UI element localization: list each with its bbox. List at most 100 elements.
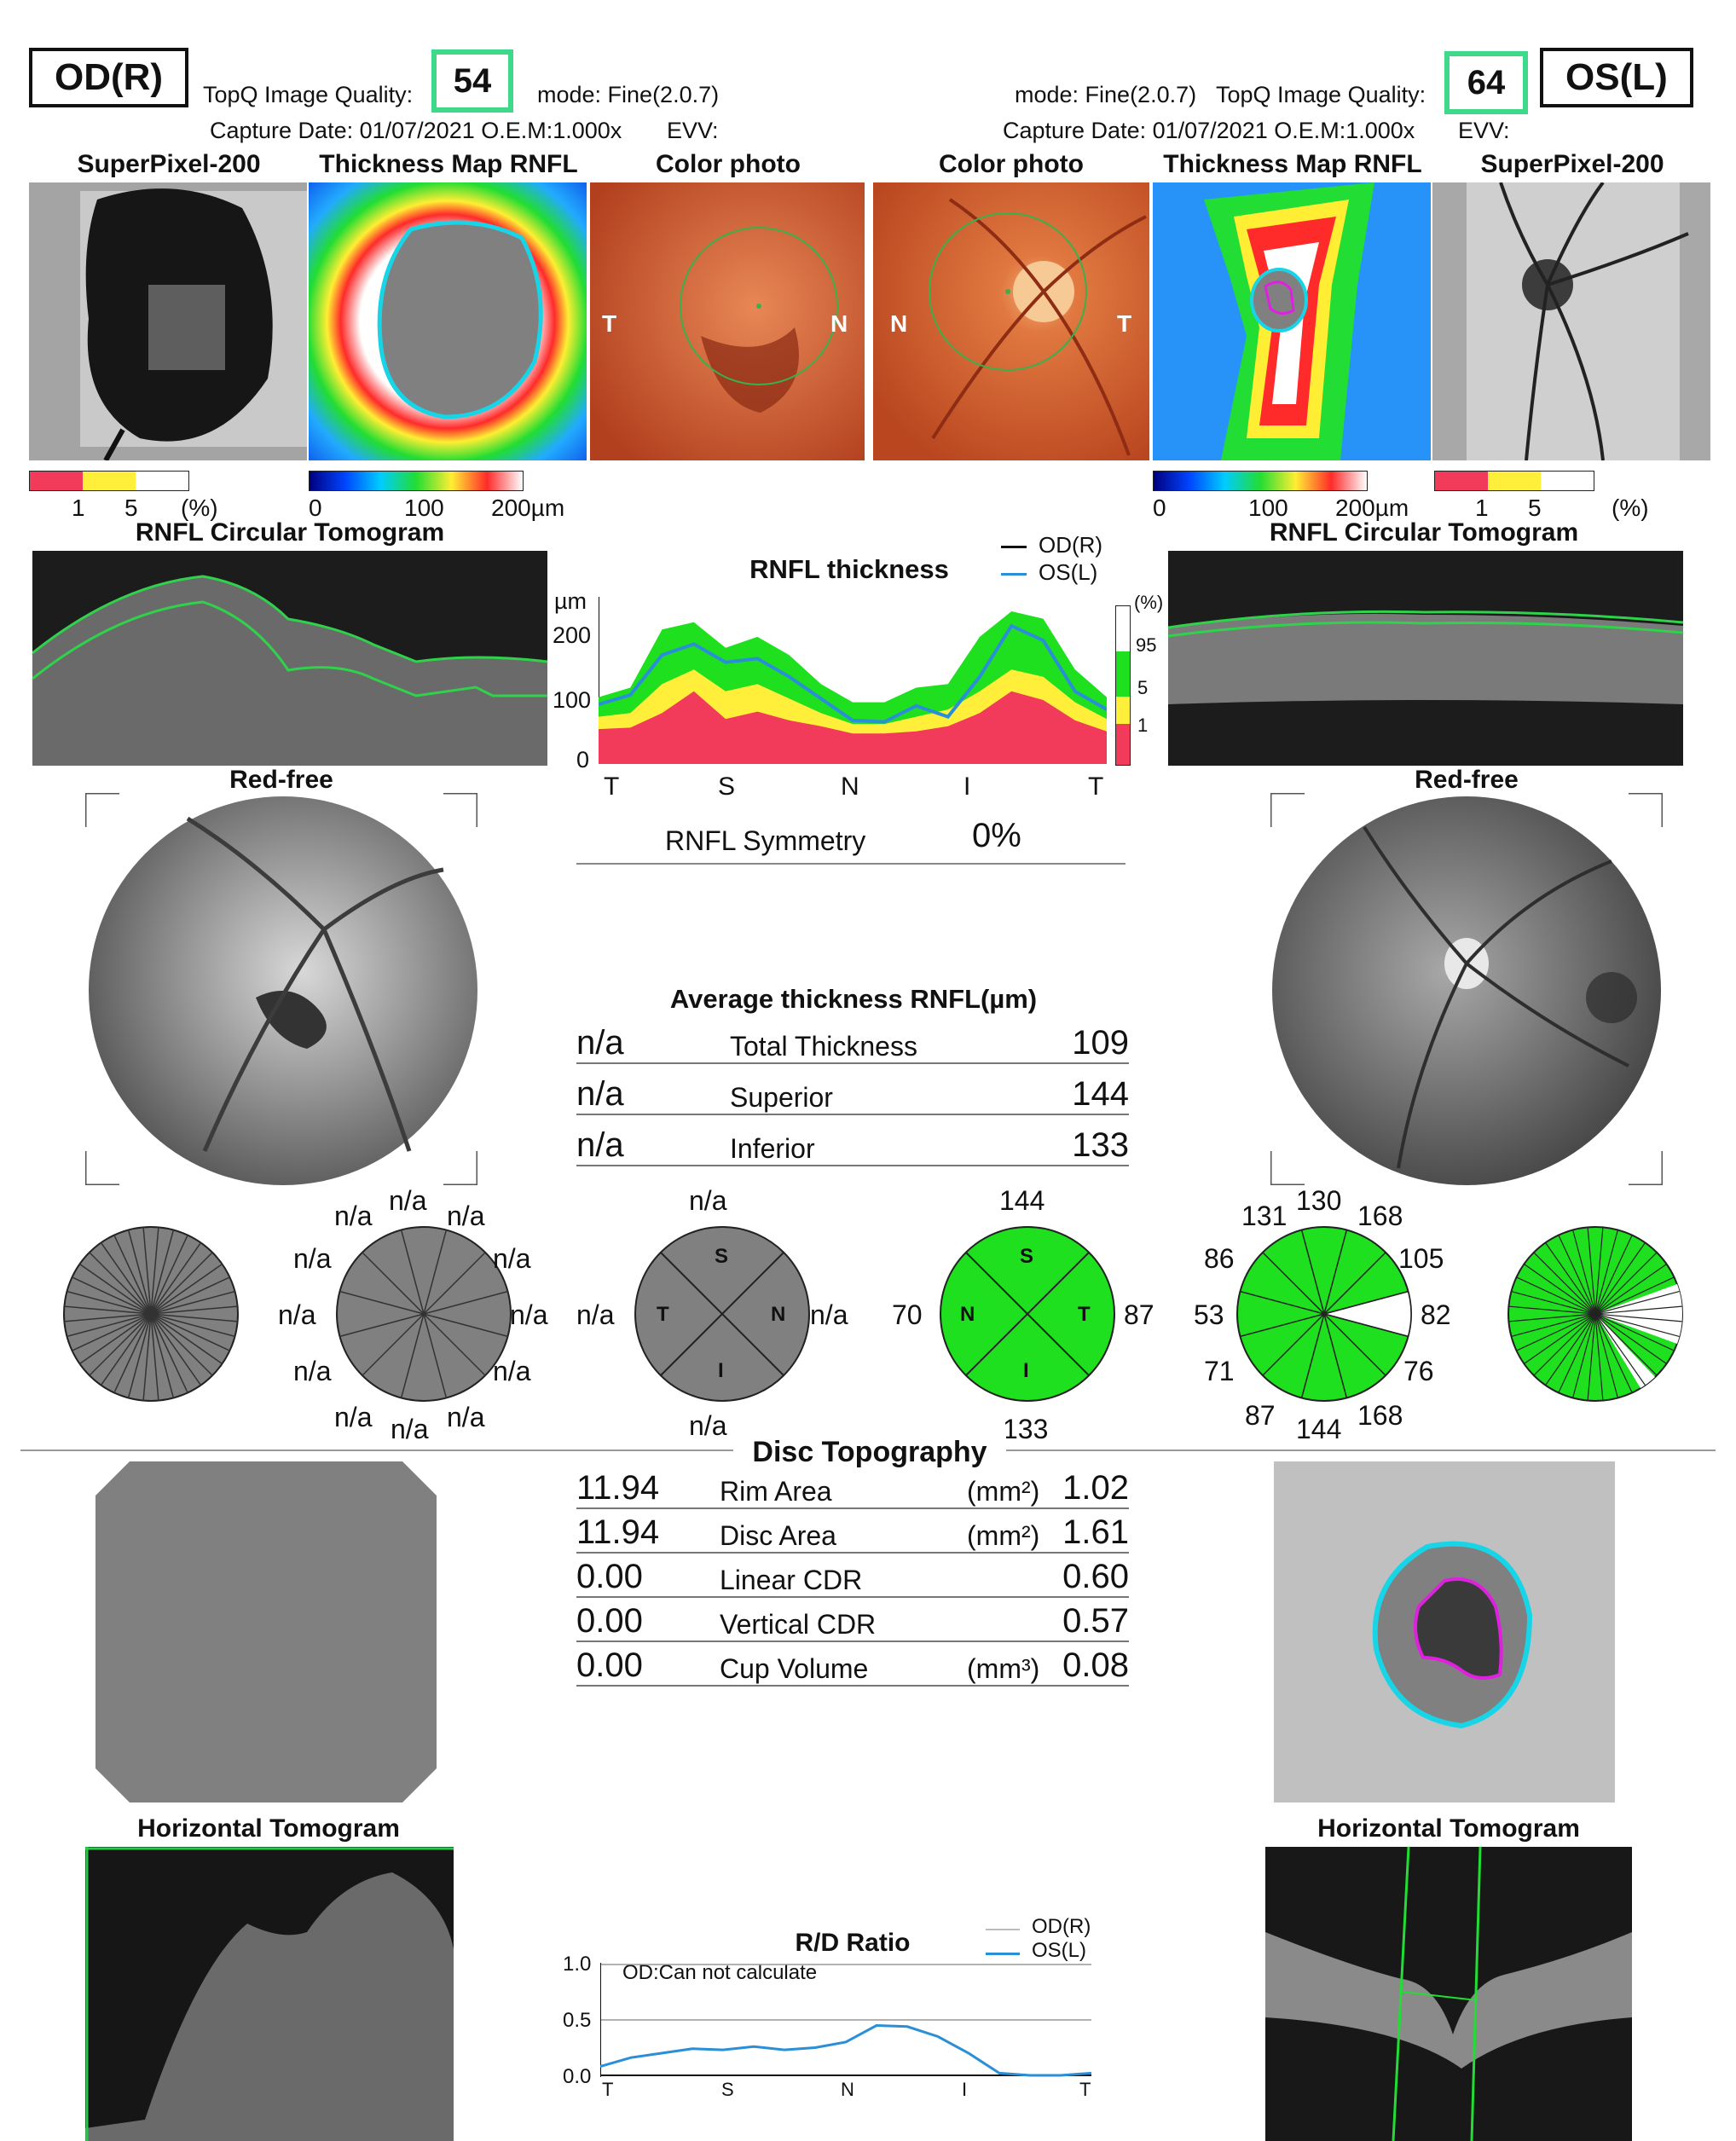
avg-os-total: 109	[1072, 1024, 1129, 1062]
sector-spoke	[150, 1230, 175, 1315]
band-1	[599, 691, 1107, 764]
sector-spoke	[64, 1305, 152, 1315]
sector-spoke	[339, 1313, 425, 1338]
quad-value-i-os: 133	[1003, 1414, 1049, 1444]
disc-od-disc-area: 11.94	[576, 1513, 660, 1551]
quadrant-os	[940, 1226, 1115, 1402]
sector-spoke	[423, 1252, 486, 1315]
sector-spoke	[1558, 1313, 1596, 1393]
rd-xtick-i: I	[962, 2079, 968, 2100]
clock-os-2: 130	[1296, 1185, 1342, 1216]
clock-od-10: n/a	[293, 1356, 332, 1386]
sector-spoke	[1594, 1313, 1633, 1393]
symmetry-label: RNFL Symmetry	[665, 825, 866, 856]
sp-scale-5-os: 5	[1528, 495, 1542, 521]
sector-spoke	[1594, 1227, 1604, 1315]
rnfl-thickness-chart	[599, 597, 1107, 764]
legend-od-swatch	[1001, 546, 1027, 548]
disc-os-disc-area: 1.61	[1062, 1513, 1129, 1551]
sector-12-od	[336, 1226, 512, 1402]
sector-spoke	[1240, 1290, 1325, 1315]
percentile-legend-bar	[1115, 605, 1131, 766]
clock-os-5: 82	[1421, 1299, 1451, 1330]
quad-value-t-od: n/a	[576, 1299, 615, 1330]
superpixel-scale-os	[1434, 471, 1594, 491]
sector-spoke	[150, 1235, 188, 1315]
color-photo-os: N T	[873, 182, 1149, 460]
thickness-scale-od	[309, 471, 524, 491]
horizontal-tomogram-os	[1265, 1847, 1632, 2141]
rd-ytick-1: 1.0	[563, 1953, 592, 1976]
quad-value-s-os: 144	[999, 1185, 1045, 1216]
circ-tomogram-title-os: RNFL Circular Tomogram	[1269, 518, 1579, 547]
sector-spoke	[1300, 1230, 1325, 1315]
sector-spoke	[1558, 1235, 1596, 1315]
sector-spoke	[89, 1252, 152, 1315]
thickness-map-od	[309, 182, 587, 460]
sector-spoke	[1587, 1313, 1596, 1401]
sector-spoke	[89, 1313, 152, 1376]
tm-scale-0-od: 0	[309, 495, 322, 521]
pct-tick-1: 1	[1137, 715, 1149, 736]
sector-spoke	[1240, 1313, 1325, 1338]
eye-label-os: OS(L)	[1540, 48, 1693, 107]
disc-row-disc-area: 11.94 Disc Area (mm²) 1.61	[576, 1509, 1129, 1554]
sector-spoke	[1323, 1230, 1348, 1315]
quad-letter-n-os: N	[960, 1303, 975, 1326]
sector-spoke	[1533, 1313, 1596, 1376]
rnfl-ylabel: µm	[554, 588, 587, 614]
clock-os-6: 76	[1403, 1356, 1434, 1386]
sector-spoke	[1300, 1313, 1325, 1398]
sector-spoke	[67, 1313, 152, 1338]
clock-od-12: n/a	[293, 1243, 332, 1274]
sector-spoke	[400, 1313, 425, 1398]
sector-spoke	[1572, 1230, 1596, 1315]
sector-spoke	[1262, 1313, 1325, 1376]
superpixel-scale-od	[29, 471, 189, 491]
circ-tomogram-os	[1168, 551, 1683, 766]
avg-os-superior: 144	[1072, 1075, 1129, 1113]
quad-value-t-os: 87	[1124, 1299, 1154, 1330]
clock-os-7: 168	[1357, 1400, 1403, 1431]
sector-spoke	[127, 1313, 152, 1398]
mode-os: mode: Fine(2.0.7)	[1015, 82, 1197, 107]
sector-spoke	[1594, 1276, 1675, 1315]
title-thickness-map-od: Thickness Map RNFL	[319, 150, 578, 178]
pct-tick-95: 95	[1136, 634, 1157, 656]
sector-spoke	[1594, 1313, 1680, 1337]
sector-spoke	[150, 1313, 202, 1386]
quad-value-n-od: n/a	[810, 1299, 848, 1330]
redfree-image-od	[84, 791, 479, 1187]
sector-spoke	[1516, 1276, 1596, 1315]
sector-spoke	[150, 1252, 213, 1315]
sector-spoke	[150, 1227, 159, 1315]
sector-spoke	[113, 1235, 152, 1315]
disc-od-vertical-cdr: 0.00	[576, 1602, 643, 1640]
horizontal-tomogram-title-os: Horizontal Tomogram	[1317, 1814, 1580, 1843]
sp-scale-pct-os: (%)	[1612, 495, 1649, 521]
disc-unit-rim-area: (mm²)	[967, 1476, 1040, 1507]
sector-spoke	[113, 1313, 152, 1393]
rnfl-ytick-0: 0	[576, 747, 590, 772]
tm-scale-100-os: 100	[1248, 495, 1288, 521]
rd-legend-od: OD(R)	[1032, 1915, 1091, 1938]
redfree-title-od: Red-free	[229, 766, 333, 794]
title-thickness-map-os: Thickness Map RNFL	[1163, 150, 1422, 178]
sector-spoke	[150, 1290, 235, 1315]
sector-spoke	[100, 1313, 152, 1386]
avg-label-total: Total Thickness	[730, 1031, 917, 1062]
sector-spoke	[72, 1313, 152, 1351]
rd-xtick-t1: T	[602, 2079, 614, 2100]
mode-od: mode: Fine(2.0.7)	[537, 82, 720, 107]
clock-os-10: 71	[1204, 1356, 1235, 1386]
sp-scale-5-od: 5	[124, 495, 138, 521]
sector-spoke	[100, 1241, 152, 1315]
avg-row-superior: n/a Superior 144	[576, 1071, 1129, 1115]
rd-legend-od-swatch	[986, 1929, 1020, 1930]
sector-spoke	[150, 1276, 230, 1315]
sector-spoke	[1511, 1313, 1596, 1337]
clock-od-11: n/a	[278, 1299, 316, 1330]
rnfl-ytick-100: 100	[553, 687, 592, 713]
quad-value-s-od: n/a	[689, 1185, 727, 1216]
pct-label: (%)	[1134, 592, 1164, 613]
